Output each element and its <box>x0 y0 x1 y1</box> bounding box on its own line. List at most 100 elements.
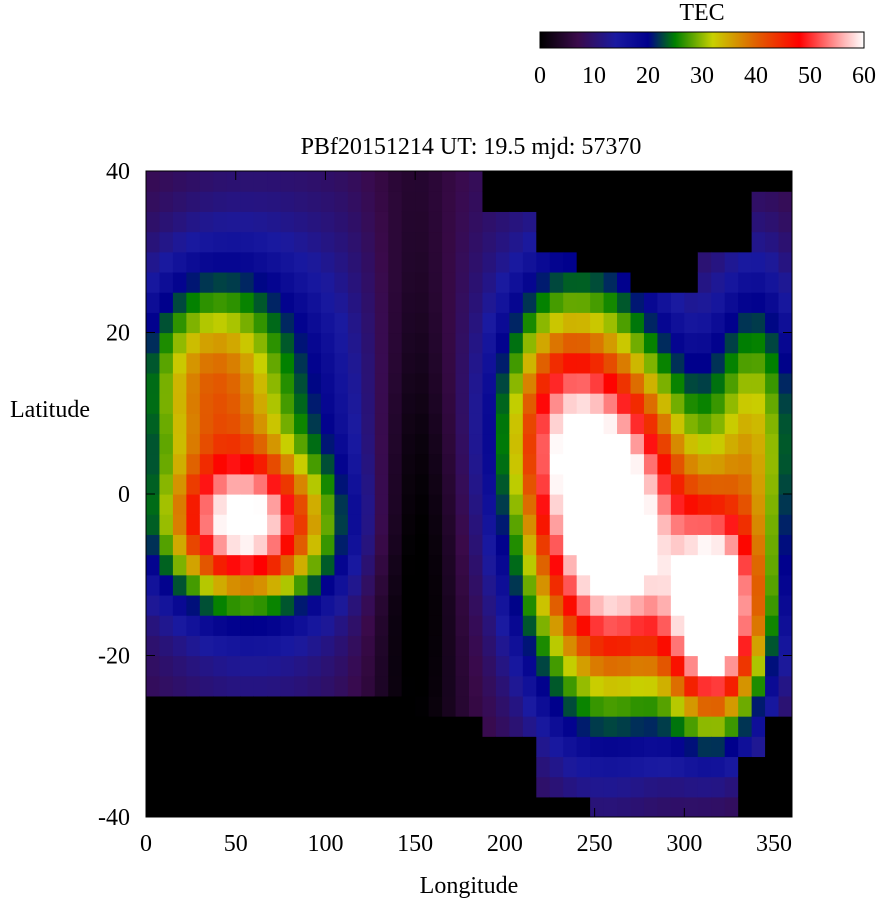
heatmap-cell <box>213 393 228 414</box>
heatmap-cell <box>778 635 792 657</box>
heatmap-cell <box>522 756 537 778</box>
heatmap-cell <box>415 191 430 212</box>
heatmap-cell <box>469 655 484 677</box>
heatmap-cell <box>778 554 792 576</box>
heatmap-cell <box>213 231 228 253</box>
heatmap-cell <box>159 433 174 455</box>
heatmap-cell <box>294 453 309 475</box>
heatmap-cell <box>563 756 578 778</box>
heatmap-cell <box>320 776 336 798</box>
heatmap-cell <box>280 574 295 596</box>
heatmap-cell <box>267 413 282 435</box>
heatmap-cell <box>724 372 739 394</box>
heatmap-cell <box>159 372 174 394</box>
heatmap-cell <box>711 191 726 212</box>
heatmap-cell <box>320 594 336 616</box>
heatmap-cell <box>240 796 255 817</box>
heatmap-cell <box>146 271 161 293</box>
heatmap-cell <box>159 332 174 354</box>
heatmap-cell <box>469 191 484 212</box>
heatmap-cell <box>415 251 430 273</box>
heatmap-cell <box>307 574 322 596</box>
heatmap-cell <box>199 534 214 556</box>
heatmap-cells <box>146 171 792 817</box>
heatmap-cell <box>778 534 792 556</box>
heatmap-cell <box>401 413 416 435</box>
heatmap-cell <box>509 716 524 737</box>
heatmap-cell <box>347 554 362 576</box>
heatmap-cell <box>455 393 470 414</box>
heatmap-cell <box>657 251 672 273</box>
heatmap-cell <box>778 594 792 616</box>
heatmap-cell <box>630 615 645 636</box>
heatmap-cell <box>711 231 726 253</box>
heatmap-cell <box>590 332 605 354</box>
heatmap-cell <box>347 776 362 798</box>
heatmap-cell <box>240 312 255 334</box>
heatmap-cell <box>590 675 605 697</box>
heatmap-cell <box>240 675 255 697</box>
heatmap-cell <box>267 231 282 253</box>
heatmap-cell <box>226 211 241 233</box>
heatmap-cell <box>617 292 632 313</box>
heatmap-cell <box>469 473 484 495</box>
heatmap-cell <box>361 312 376 334</box>
heatmap-cell <box>697 534 712 556</box>
heatmap-cell <box>186 554 201 576</box>
heatmap-cell <box>213 413 228 435</box>
heatmap-cell <box>199 352 214 374</box>
heatmap-cell <box>334 675 349 697</box>
heatmap-cell <box>603 312 618 334</box>
heatmap-cell <box>590 453 605 475</box>
heatmap-cell <box>374 716 389 737</box>
heatmap-cell <box>428 675 443 697</box>
heatmap-cell <box>186 675 201 697</box>
heatmap-cell <box>522 514 537 535</box>
heatmap-cell <box>670 514 685 535</box>
heatmap-cell <box>307 372 322 394</box>
heatmap-cell <box>280 372 295 394</box>
heatmap-cell <box>617 695 632 717</box>
heatmap-cell <box>347 594 362 616</box>
heatmap-cell <box>711 574 726 596</box>
heatmap-cell <box>401 352 416 374</box>
heatmap-cell <box>643 332 659 354</box>
heatmap-cell <box>172 332 187 354</box>
heatmap-cell <box>334 312 349 334</box>
heatmap-cell <box>253 251 268 273</box>
heatmap-cell <box>199 372 214 394</box>
heatmap-cell <box>765 251 780 273</box>
heatmap-cell <box>253 211 268 233</box>
heatmap-cell <box>738 231 753 253</box>
heatmap-cell <box>751 716 766 737</box>
heatmap-cell <box>361 756 376 778</box>
heatmap-cell <box>670 473 685 495</box>
heatmap-cell <box>684 191 699 212</box>
heatmap-cell <box>751 796 766 817</box>
heatmap-cell <box>738 473 753 495</box>
heatmap-cell <box>684 251 699 273</box>
heatmap-cell <box>549 756 564 778</box>
heatmap-cell <box>590 796 605 817</box>
heatmap-cell <box>361 594 376 616</box>
heatmap-cell <box>280 594 295 616</box>
heatmap-cell <box>442 534 457 556</box>
heatmap-cell <box>199 716 214 737</box>
heatmap-cell <box>307 655 322 677</box>
heatmap-cell <box>442 594 457 616</box>
heatmap-cell <box>495 655 510 677</box>
heatmap-cell <box>495 615 510 636</box>
heatmap-cell <box>294 574 309 596</box>
heatmap-cell <box>146 554 161 576</box>
heatmap-cell <box>630 171 645 192</box>
heatmap-cell <box>522 776 537 798</box>
heatmap-cell <box>361 796 376 817</box>
heatmap-cell <box>522 171 537 192</box>
heatmap-cell <box>415 473 430 495</box>
heatmap-cell <box>428 736 443 758</box>
heatmap-cell <box>469 594 484 616</box>
heatmap-cell <box>630 433 645 455</box>
heatmap-cell <box>549 675 564 697</box>
heatmap-cell <box>724 695 739 717</box>
heatmap-cell <box>576 695 591 717</box>
